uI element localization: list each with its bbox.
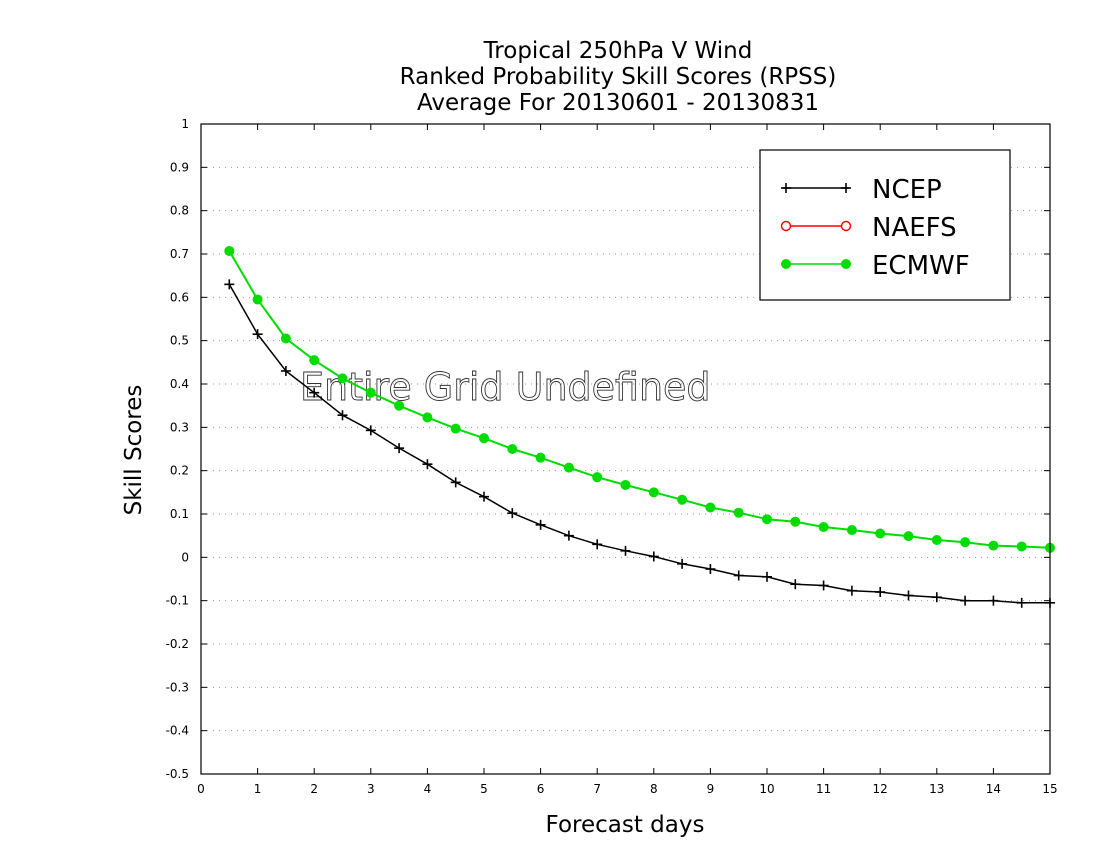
plot-frame — [200, 123, 1051, 775]
y-tick-label: 0.3 — [170, 420, 189, 434]
data-point-ecmwf — [535, 452, 546, 463]
data-point-ecmwf — [507, 444, 518, 454]
data-point-ecmwf — [365, 387, 376, 398]
legend-label-naefs: NAEFS — [872, 213, 957, 243]
data-point-ecmwf — [394, 400, 405, 411]
y-axis-label: Skill Scores — [121, 385, 147, 516]
x-tick-label: 6 — [537, 782, 545, 796]
data-point-ecmwf — [960, 537, 971, 548]
data-point-ecmwf — [450, 423, 461, 434]
x-tick-label: 15 — [1042, 782, 1057, 796]
y-tick-label: 0.6 — [170, 290, 189, 304]
data-point-ecmwf — [280, 333, 291, 344]
chart-title-line-2: Ranked Probability Skill Scores (RPSS) — [400, 64, 837, 90]
legend-marker-naefs — [780, 220, 792, 232]
x-tick-label: 14 — [986, 782, 1001, 796]
data-point-ecmwf — [252, 294, 263, 305]
data-point-ecmwf — [846, 525, 857, 536]
data-point-ecmwf — [875, 528, 886, 539]
data-point-ecmwf — [818, 522, 829, 532]
data-point-ecmwf — [790, 516, 801, 527]
legend-box — [759, 149, 1011, 301]
y-tick-label: -0.2 — [166, 637, 189, 651]
data-point-ecmwf — [903, 531, 914, 542]
legend-marker-naefs — [840, 220, 852, 232]
y-tick-label: -0.3 — [166, 680, 189, 694]
legend-label-ncep: NCEP — [872, 175, 942, 205]
data-point-ecmwf — [1016, 541, 1027, 552]
legend: NCEP NAEFS ECMWF — [759, 149, 1011, 301]
data-point-ecmwf — [677, 494, 688, 505]
y-tick-label: 0.9 — [170, 160, 189, 174]
y-tick-label: 0.8 — [170, 204, 189, 218]
data-point-ecmwf — [563, 462, 574, 473]
legend-item-ncep: NCEP — [781, 175, 942, 205]
x-tick-label: 5 — [480, 782, 488, 796]
y-tick-label: 0.7 — [170, 247, 189, 261]
data-point-ecmwf — [733, 507, 744, 518]
x-tick-label: 12 — [873, 782, 888, 796]
x-axis-label: Forecast days — [546, 812, 705, 838]
x-tick-label: 3 — [367, 782, 375, 796]
series-ncep — [224, 279, 1055, 608]
data-point-ecmwf — [422, 412, 433, 423]
x-axis-ticks: 0 1 2 3 4 5 6 7 8 9 10 11 12 13 14 15 — [197, 124, 1058, 796]
x-tick-label: 9 — [707, 782, 715, 796]
y-tick-label: -0.5 — [166, 767, 189, 781]
data-point-ecmwf — [705, 502, 716, 513]
legend-marker-ecmwf — [781, 259, 791, 269]
data-point-ecmwf — [648, 487, 659, 498]
y-tick-label: 0.2 — [170, 464, 189, 478]
y-tick-label: -0.1 — [166, 594, 189, 608]
x-tick-label: 13 — [929, 782, 944, 796]
data-point-ecmwf — [620, 479, 631, 490]
legend-item-naefs: NAEFS — [780, 213, 957, 243]
x-tick-label: 8 — [650, 782, 658, 796]
data-point-ecmwf — [337, 373, 348, 384]
x-tick-label: 7 — [593, 782, 601, 796]
data-point-ecmwf — [224, 245, 235, 256]
y-tick-label: 1 — [181, 117, 189, 131]
y-tick-label: 0.1 — [170, 507, 189, 521]
y-tick-label: 0.4 — [170, 377, 189, 391]
x-tick-label: 4 — [424, 782, 432, 796]
y-tick-label: 0.5 — [170, 334, 189, 348]
data-point-ecmwf — [592, 472, 603, 483]
legend-label-ecmwf: ECMWF — [872, 251, 970, 281]
legend-marker-ecmwf — [841, 259, 851, 269]
x-tick-label: 1 — [254, 782, 262, 796]
chart-title-line-3: Average For 20130601 - 20130831 — [417, 90, 819, 116]
x-tick-label: 10 — [759, 782, 774, 796]
series-line-ncep — [228, 283, 1050, 604]
y-tick-label: 0 — [181, 550, 189, 564]
chart-title-line-1: Tropical 250hPa V Wind — [483, 38, 753, 64]
y-axis-ticks: 1 0.9 0.8 0.7 0.6 0.5 0.4 0.3 0.2 0.1 0 -0.1 -0.2 -0.… — [166, 117, 1050, 781]
y-tick-label: -0.4 — [166, 724, 189, 738]
x-tick-label: 2 — [310, 782, 318, 796]
chart-title: Tropical 250hPa V Wind Ranked Probabilit… — [400, 38, 837, 116]
data-point-ecmwf — [931, 535, 942, 545]
undefined-grid-annotation: Entire Grid Undefined — [300, 365, 711, 409]
data-point-ecmwf — [309, 355, 320, 366]
data-point-ecmwf — [762, 514, 772, 525]
data-point-ecmwf — [479, 433, 489, 444]
legend-item-ecmwf: ECMWF — [781, 251, 970, 281]
x-tick-label: 0 — [197, 782, 205, 796]
data-point-ecmwf — [988, 540, 999, 551]
series-layer — [224, 245, 1055, 608]
x-tick-label: 11 — [816, 782, 831, 796]
